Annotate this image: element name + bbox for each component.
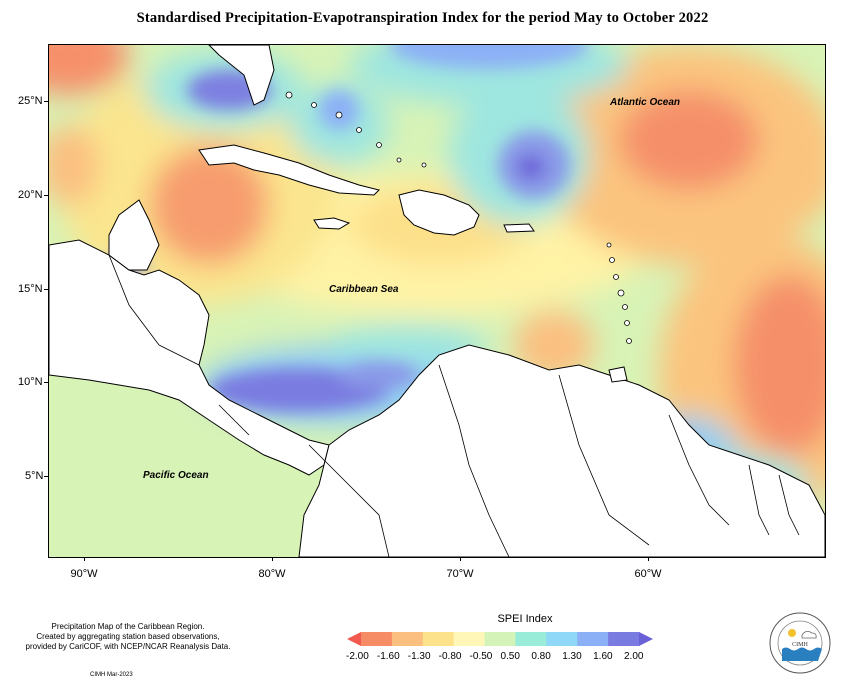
credit-date: CIMH Mar-2023	[90, 672, 133, 678]
legend-value-label: 0.50	[500, 651, 520, 662]
legend-title: SPEI Index	[497, 613, 553, 625]
landmasses	[49, 45, 825, 557]
lon-label-70w: 70°W	[446, 568, 474, 580]
legend-swatch	[391, 632, 424, 646]
legend-value-label: -2.00	[346, 651, 369, 662]
legend-value-label: 2.00	[624, 651, 644, 662]
map-title: Standardised Precipitation-Evapotranspir…	[136, 10, 709, 26]
lat-tick	[44, 382, 48, 383]
lat-tick	[44, 195, 48, 196]
legend-value-label: 1.30	[562, 651, 582, 662]
logo-text: CIMH	[792, 642, 808, 648]
lon-tick	[84, 557, 85, 561]
atlantic-ocean-label: Atlantic Ocean	[610, 97, 681, 108]
lon-tick	[648, 557, 649, 561]
legend-value-label: -0.50	[469, 651, 493, 662]
lat-label-10n: 10°N	[18, 376, 43, 388]
legend-swatch	[515, 632, 547, 646]
legend-value-label: -1.30	[407, 651, 431, 662]
legend-swatch-min	[347, 632, 361, 646]
legend-value-label: 0.80	[531, 651, 551, 662]
legend-swatch	[546, 632, 578, 646]
cimh-seal-icon: CIMH	[769, 612, 831, 674]
caribbean-sea-label: Caribbean Sea	[329, 284, 399, 295]
lon-tick	[272, 557, 273, 561]
legend-swatch	[608, 632, 640, 646]
lon-label-90w: 90°W	[70, 568, 98, 580]
lat-label-15n: 15°N	[18, 283, 43, 295]
legend-swatch-max	[639, 632, 653, 646]
legend-swatch	[484, 632, 516, 646]
lat-label-5n: 5°N	[25, 470, 44, 482]
small-islands	[285, 91, 632, 344]
lat-tick	[44, 101, 48, 102]
lat-tick	[44, 476, 48, 477]
spei-map	[48, 44, 826, 558]
lon-label-80w: 80°W	[258, 568, 286, 580]
lat-label-25n: 25°N	[18, 95, 43, 107]
legend-value-label: 1.60	[593, 651, 613, 662]
legend-swatch	[422, 632, 455, 646]
lat-label-20n: 20°N	[18, 189, 43, 201]
lon-label-60w: 60°W	[634, 568, 662, 580]
legend-swatch	[361, 632, 393, 646]
map-credit: Precipitation Map of the Caribbean Regio…	[8, 622, 248, 652]
country-borders	[108, 254, 800, 557]
lat-tick	[44, 289, 48, 290]
credit-line-3: provided by CariCOF, with NCEP/NCAR Rean…	[25, 642, 231, 651]
legend-value-label: -1.60	[376, 651, 400, 662]
legend-value-label: -0.80	[438, 651, 462, 662]
legend-swatch	[577, 632, 609, 646]
pacific-ocean-label: Pacific Ocean	[143, 470, 209, 481]
legend-swatch	[453, 632, 486, 646]
credit-line-2: Created by aggregating station based obs…	[36, 632, 220, 641]
spei-contour-map	[49, 45, 825, 557]
lon-tick	[460, 557, 461, 561]
legend-colorbar	[347, 632, 653, 646]
credit-line-1: Precipitation Map of the Caribbean Regio…	[51, 622, 205, 631]
